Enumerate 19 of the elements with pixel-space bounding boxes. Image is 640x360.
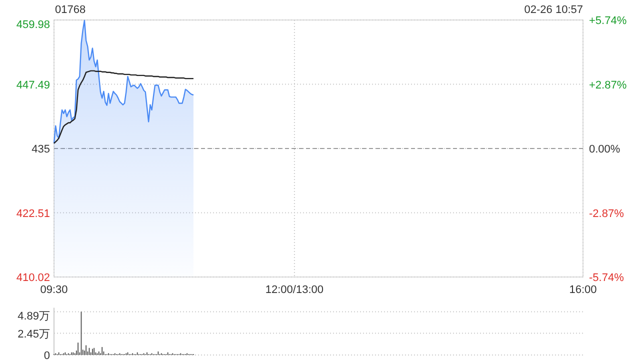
y-tick-label: 422.51 bbox=[16, 208, 50, 220]
y-tick-label: 447.49 bbox=[16, 79, 50, 92]
y2-tick-label: +2.87% bbox=[589, 79, 627, 92]
y-tick-label: 410.02 bbox=[16, 272, 50, 284]
x-tick-label: 09:30 bbox=[40, 284, 68, 296]
x-tick-label: 16:00 bbox=[569, 284, 597, 296]
y-tick-label: 4.89万 bbox=[18, 310, 50, 323]
y-tick-label: 459.98 bbox=[16, 19, 50, 31]
chart-title: 01768 bbox=[55, 4, 86, 16]
y2-tick-label: +5.74% bbox=[589, 15, 627, 27]
y2-tick-label: 0.00% bbox=[589, 144, 620, 156]
line-series bbox=[53, 70, 194, 144]
chart-subtitle: 02-26 10:57 bbox=[524, 4, 583, 16]
x-tick-label: 12:00/13:00 bbox=[265, 284, 324, 296]
y-tick-label: 435 bbox=[32, 144, 50, 156]
y2-tick-label: -5.74% bbox=[589, 272, 624, 284]
y2-tick-label: -2.87% bbox=[589, 208, 624, 220]
y-tick-label: 0 bbox=[44, 350, 50, 360]
y-tick-label: 2.45万 bbox=[18, 328, 50, 340]
